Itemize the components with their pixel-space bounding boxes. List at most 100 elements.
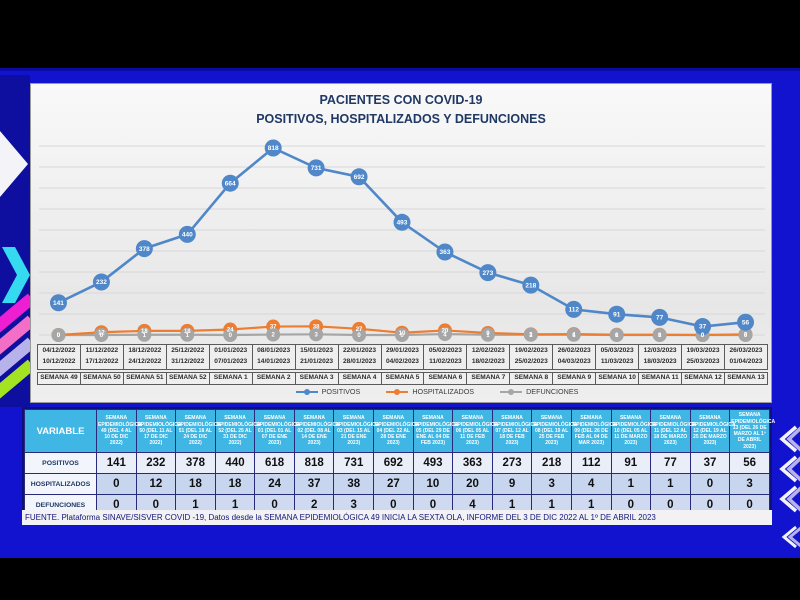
positivos-point xyxy=(49,294,67,312)
table-row-hospitalizados: HOSPITALIZADOS 0 12 18 18 24 37 38 27 10 20 9 3 4 1 1 0 3 xyxy=(24,473,770,495)
positivos-point xyxy=(92,273,110,291)
positivos-data-label: 141 xyxy=(53,300,64,307)
positivos-point xyxy=(135,240,153,258)
value-cell: 273 xyxy=(491,452,533,474)
hospitalizados-data-label: 0 xyxy=(701,333,705,339)
x-axis-week-cell: SEMANA 10 xyxy=(595,372,640,385)
defunciones-data-label: 1 xyxy=(529,333,533,339)
positivos-point xyxy=(651,308,669,326)
positivos-data-label: 692 xyxy=(354,174,365,181)
positivos-line-marker-icon xyxy=(295,388,318,395)
positivos-data-label: 56 xyxy=(742,319,750,326)
value-cell: 12 xyxy=(135,473,177,495)
x-axis-date-cell: 29/01/2023 04/02/2023 xyxy=(380,344,425,370)
defunciones-data-label: 0 xyxy=(57,333,61,339)
positivos-data-label: 493 xyxy=(397,219,408,226)
defunciones-data-label: 0 xyxy=(229,333,233,339)
x-axis-week-cell: SEMANA 3 xyxy=(294,372,339,385)
defunciones-data-label: 0 xyxy=(400,333,404,339)
defunciones-line-marker-icon xyxy=(500,388,523,395)
hospitalizados-data-label: 9 xyxy=(486,331,490,337)
value-cell: 141 xyxy=(96,452,137,474)
positivos-data-label: 440 xyxy=(182,232,193,239)
value-cell: 1 xyxy=(650,473,691,495)
top-letterbox xyxy=(0,0,800,68)
x-axis-date-cell: 15/01/2023 21/01/2023 xyxy=(294,344,339,370)
x-axis-week-cell: SEMANA 50 xyxy=(79,372,124,385)
hospitalizados-line-marker-icon xyxy=(386,388,409,395)
value-cell: 0 xyxy=(96,473,137,495)
defunciones-data-label: 3 xyxy=(314,333,318,339)
x-axis-week-cell: SEMANA 5 xyxy=(380,372,425,385)
chart-title-line1: PACIENTES CON COVID-19 xyxy=(319,93,483,107)
table-header-row: VARIABLE SEMANA EPIDEMIOLÓGICA 49 (DEL 4… xyxy=(24,409,775,453)
week-header-cell: SEMANA EPIDEMIOLÓGICA 02 (DEL 08 AL 14 D… xyxy=(293,409,340,453)
positivos-point xyxy=(221,174,239,192)
table-row-positivos: POSITIVOS 141 232 378 440 618 818 731 692 493 363 2… xyxy=(24,452,770,474)
white-arrow-icon xyxy=(0,131,28,197)
x-axis-date-cell: 19/02/2023 25/02/2023 xyxy=(509,344,554,370)
value-cell: 37 xyxy=(689,452,731,474)
positivos-data-label: 218 xyxy=(525,282,536,289)
x-axis-week-cell: SEMANA 12 xyxy=(681,372,725,385)
chart-title-line2: POSITIVOS, HOSPITALIZADOS Y DEFUNCIONES xyxy=(256,111,546,126)
week-header-cell: SEMANA EPIDEMIOLÓGICA 03 (DEL 15 AL 21 D… xyxy=(333,409,379,453)
value-cell: 0 xyxy=(689,473,731,495)
positivos-point xyxy=(307,159,325,177)
week-header-cell: SEMANA EPIDEMIOLÓGICA 06 (DEL 05 AL 11 D… xyxy=(452,409,498,453)
x-axis-week-cell: SEMANA 13 xyxy=(724,372,768,385)
defunciones-point xyxy=(609,328,624,342)
legend-label-hospitalizados: HOSPITALIZADOS xyxy=(412,387,475,396)
defunciones-data-label: 0 xyxy=(100,333,104,339)
x-axis-week-cell: SEMANA 52 xyxy=(165,372,210,385)
hospitalizados-data-label: 1 xyxy=(658,333,662,339)
defunciones-point xyxy=(266,327,281,342)
value-cell: 618 xyxy=(254,452,295,474)
chart-legend: POSITIVOS HOSPITALIZADOS DEFUNCIONES xyxy=(31,387,773,396)
defunciones-point xyxy=(480,327,495,342)
source-text: FUENTE. Plataforma SINAVE/SISVER COVID -… xyxy=(25,513,656,522)
x-axis-date-cell: 05/02/2023 11/02/2023 xyxy=(423,344,468,370)
week-header-cell: SEMANA EPIDEMIOLÓGICA 01 (DEL 01 AL 07 D… xyxy=(254,409,300,453)
x-axis-date-cell: 12/03/2023 18/03/2023 xyxy=(638,344,683,370)
x-axis-date-cell: 26/03/2023 01/04/2023 xyxy=(724,344,768,370)
x-axis-week-cell: SEMANA 9 xyxy=(552,372,597,385)
value-cell: 232 xyxy=(135,452,177,474)
week-header-cell: SEMANA EPIDEMIOLÓGICA 05 (DEL 29 DE ENE … xyxy=(412,409,459,453)
data-table-container: VARIABLE SEMANA EPIDEMIOLÓGICA 49 (DEL 4… xyxy=(22,407,775,518)
x-axis-date-cell: 26/02/2023 04/03/2023 xyxy=(552,344,597,370)
week-header-cell: SEMANA EPIDEMIOLÓGICA 10 (DEL 05 AL 11 D… xyxy=(610,409,656,453)
defunciones-point xyxy=(180,327,195,342)
value-cell: 56 xyxy=(729,452,770,474)
hospitalizados-data-label: 12 xyxy=(98,330,105,336)
defunciones-data-label: 2 xyxy=(272,333,276,339)
value-cell: 818 xyxy=(293,452,335,474)
hospitalizados-data-label: 10 xyxy=(399,331,406,337)
positivos-point xyxy=(479,264,497,282)
x-axis-date-cell: 25/12/2022 31/12/2022 xyxy=(165,344,210,370)
hospitalizados-data-label: 4 xyxy=(572,332,576,338)
positivos-point xyxy=(264,139,282,157)
defunciones-data-label: 1 xyxy=(486,333,490,339)
hospitalizados-data-label: 3 xyxy=(529,333,533,339)
positivos-data-label: 731 xyxy=(311,165,322,172)
legend-label-positivos: POSITIVOS xyxy=(321,387,361,396)
defunciones-data-label: 1 xyxy=(186,333,190,339)
defunciones-point xyxy=(51,328,66,342)
positivos-point xyxy=(436,243,454,261)
defunciones-data-label: 0 xyxy=(357,333,361,339)
cyan-chevron-icon xyxy=(2,247,30,303)
hospitalizados-data-label: 18 xyxy=(184,329,191,335)
value-cell: 91 xyxy=(610,452,652,474)
value-cell: 112 xyxy=(570,452,612,474)
defunciones-data-label: 0 xyxy=(658,333,662,339)
left-decoration-strip xyxy=(0,75,30,407)
week-header-cell: SEMANA EPIDEMIOLÓGICA 08 (DEL 19 AL 25 D… xyxy=(531,409,577,453)
defunciones-data-label: 4 xyxy=(443,332,447,338)
x-axis-week-cell: SEMANA 6 xyxy=(423,372,468,385)
value-cell: 4 xyxy=(570,473,612,495)
value-cell: 37 xyxy=(293,473,335,495)
value-cell: 731 xyxy=(333,452,375,474)
x-axis-week-cell: SEMANA 2 xyxy=(251,372,296,385)
